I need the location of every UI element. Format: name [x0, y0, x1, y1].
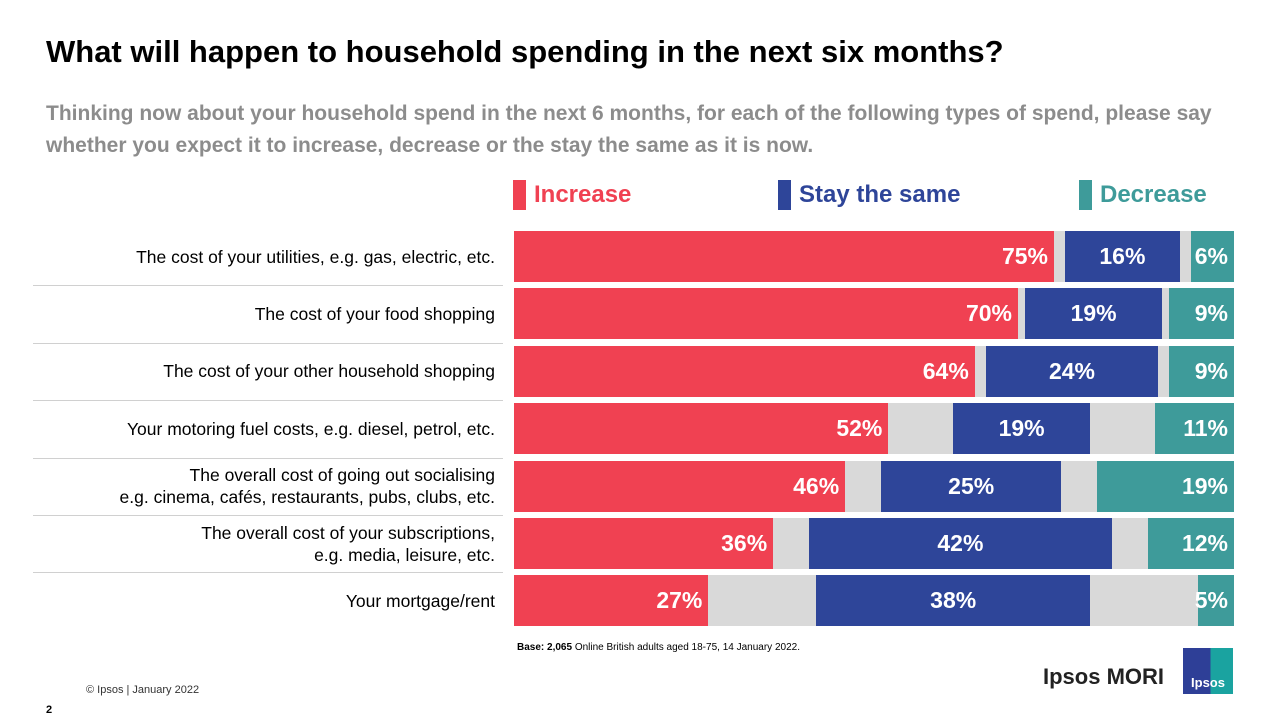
data-label: 64% — [922, 357, 969, 384]
category-label: Your mortgage/rent — [345, 590, 495, 611]
data-label: 16% — [1099, 243, 1146, 269]
data-label: 46% — [793, 472, 840, 499]
data-label: 19% — [1181, 472, 1228, 499]
bar-stay-the-same: 38% — [816, 575, 1090, 627]
legend-label: Decrease — [1100, 181, 1207, 208]
data-label: 25% — [948, 472, 995, 499]
category-label: Your motoring fuel costs, e.g. diesel, p… — [126, 418, 495, 439]
data-label: 75% — [1001, 243, 1048, 269]
data-label: 11% — [1183, 415, 1228, 442]
data-label: 6% — [1194, 243, 1228, 269]
category-label: The cost of your food shopping — [254, 303, 495, 324]
bar-stay-the-same: 24% — [985, 345, 1159, 397]
bar-increase: 75% — [514, 231, 1054, 282]
page-title: What will happen to household spending i… — [46, 34, 1004, 69]
row-divider — [33, 457, 503, 459]
data-label: 36% — [721, 530, 768, 556]
legend-increase: Increase — [513, 180, 631, 210]
data-label: 27% — [656, 587, 703, 614]
question-text: Thinking now about your household spend … — [46, 102, 1212, 157]
legend-decrease: Decrease — [1079, 180, 1207, 210]
legend-label: Stay the same — [799, 181, 961, 208]
data-label: 5% — [1194, 587, 1228, 614]
bar-increase: 27% — [514, 575, 709, 627]
bar-stay-the-same: 19% — [1025, 288, 1162, 340]
base-note: Base: 2,065 Online British adults aged 1… — [517, 642, 800, 653]
bar-increase: 70% — [514, 288, 1018, 340]
base-text: Online British adults aged 18-75, 14 Jan… — [572, 642, 800, 653]
bar-decrease: 11% — [1154, 403, 1234, 455]
data-label: 24% — [1048, 357, 1096, 384]
base-bold: Base: 2,065 — [517, 642, 573, 653]
legend-swatch — [1079, 180, 1092, 210]
bar-increase: 36% — [514, 518, 774, 569]
ipsos-logo: Ipsos — [1183, 648, 1233, 694]
legend-stay: Stay the same — [778, 180, 960, 210]
row-divider — [33, 515, 503, 516]
data-label: 9% — [1194, 300, 1228, 327]
row-divider — [33, 285, 503, 287]
bar-stay-the-same: 19% — [953, 403, 1090, 455]
category-label: The overall cost of going out socialisin… — [119, 465, 495, 508]
bar-decrease: 9% — [1169, 288, 1234, 340]
bar-stay-the-same: 16% — [1064, 231, 1180, 282]
data-label: 12% — [1181, 530, 1228, 556]
bar-increase: 46% — [514, 460, 846, 512]
bar-decrease: 6% — [1190, 231, 1234, 282]
brand-name: Ipsos MORI — [1043, 664, 1165, 689]
data-label: 42% — [937, 530, 984, 556]
data-label: 38% — [930, 587, 977, 614]
bar-increase: 64% — [514, 345, 975, 397]
bar-decrease: 19% — [1097, 460, 1234, 512]
legend-label: Increase — [534, 181, 632, 208]
bar-decrease: 5% — [1194, 575, 1234, 627]
copyright: © Ipsos | January 2022 — [86, 684, 200, 696]
page-number: 2 — [46, 704, 53, 716]
row-divider — [33, 400, 503, 402]
bar-decrease: 9% — [1169, 345, 1234, 397]
row-divider — [33, 572, 503, 574]
bar-stay-the-same: 42% — [809, 518, 1112, 569]
data-label: 9% — [1194, 357, 1228, 384]
data-label: 19% — [998, 415, 1045, 442]
bar-increase: 52% — [514, 403, 889, 455]
data-label: 19% — [1070, 300, 1117, 327]
legend-swatch — [513, 180, 526, 210]
category-label: The cost of your other household shoppin… — [163, 361, 495, 382]
category-label: The overall cost of your subscriptions, e… — [201, 522, 495, 565]
bar-stay-the-same: 25% — [881, 460, 1062, 512]
data-label: 70% — [965, 300, 1012, 327]
bar-decrease: 12% — [1147, 518, 1234, 569]
data-label: 52% — [836, 415, 883, 442]
category-label: The cost of your utilities, e.g. gas, el… — [136, 246, 495, 267]
legend-swatch — [778, 180, 791, 210]
row-divider — [33, 342, 503, 344]
